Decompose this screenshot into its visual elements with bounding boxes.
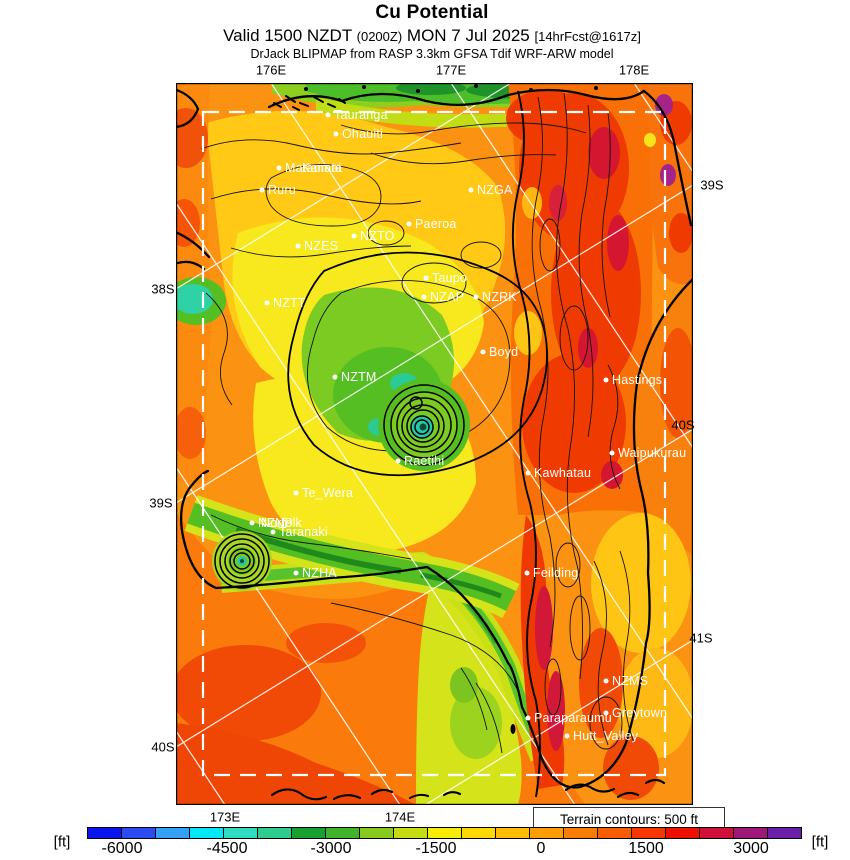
colorbar-segment-12 <box>495 828 529 838</box>
axis-label-41s: 41S <box>689 630 713 646</box>
valid-zulu: (0200Z) <box>356 29 403 44</box>
contour-lines-bold <box>287 90 548 798</box>
taranaki-bullseye <box>212 531 272 591</box>
colorbar-tick--4500: -4500 <box>206 840 248 857</box>
colorbar-unit-left: [ft] <box>53 833 71 851</box>
valid-fcst: [14hrFcst@1617z] <box>534 29 641 44</box>
colorbar-unit-right: [ft] <box>811 833 829 851</box>
colorbar-tick-3000: 3000 <box>733 840 769 857</box>
axis-label-173e: 173E <box>209 809 241 825</box>
colorbar-segment-16 <box>631 828 665 838</box>
domain-boundary <box>201 110 667 777</box>
colorbar-segment-13 <box>529 828 563 838</box>
colorbar-segment-2 <box>155 828 189 838</box>
colorbar-segment-0 <box>88 828 121 838</box>
valid-prefix: Valid 1500 NZDT <box>223 26 352 45</box>
colorbar-tick-1500: 1500 <box>628 840 664 857</box>
map-canvas: Tauranga Ohauiti Matamata Kaimai Ruru NZGA Pae… <box>176 83 693 805</box>
coastline <box>176 84 693 801</box>
colorbar-segment-15 <box>597 828 631 838</box>
colorbar-segment-19 <box>733 828 767 838</box>
valid-time-line: Valid 1500 NZDT (0200Z) MON 7 Jul 2025 [… <box>0 26 850 46</box>
axis-label-40s: 40S <box>151 739 175 755</box>
colorbar-segment-17 <box>665 828 699 838</box>
colorbar-tick--1500: -1500 <box>415 840 457 857</box>
colorbar-segment-7 <box>325 828 359 838</box>
terrain-map-graphic <box>176 83 693 805</box>
axis-label-174e: 174E <box>384 809 416 825</box>
map-border <box>176 83 693 805</box>
colorbar-segment-11 <box>461 828 495 838</box>
valid-date: MON 7 Jul 2025 <box>406 26 530 45</box>
axis-label-40s: 40S <box>671 417 695 433</box>
axis-label-178e: 178E <box>618 62 650 78</box>
contour-lines <box>200 92 635 754</box>
page-title: Cu Potential <box>375 2 489 23</box>
colorbar-segment-18 <box>699 828 733 838</box>
axis-label-39s: 39S <box>149 495 173 511</box>
model-info-line: DrJack BLIPMAP from RASP 3.3km GFSA Tdif… <box>250 47 614 61</box>
colorbar-segment-20 <box>767 828 801 838</box>
colorbar-segment-3 <box>189 828 223 838</box>
colorbar-scale <box>87 827 802 839</box>
colorbar-tick--6000: -6000 <box>101 840 143 857</box>
colorbar-tick--3000: -3000 <box>310 840 352 857</box>
colorbar-segment-10 <box>427 828 461 838</box>
terrain-color-field <box>176 83 693 805</box>
colorbar-segment-5 <box>257 828 291 838</box>
colorbar-segment-9 <box>393 828 427 838</box>
axis-label-176e: 176E <box>255 62 287 78</box>
colorbar-segment-14 <box>563 828 597 838</box>
colorbar-segment-8 <box>359 828 393 838</box>
header: Cu Potential Valid 1500 NZDT (0200Z) MON… <box>0 0 850 61</box>
axis-label-177e: 177E <box>435 62 467 78</box>
axis-label-38s: 38S <box>151 281 175 297</box>
colorbar-segment-6 <box>291 828 325 838</box>
graticule-lines <box>176 83 693 805</box>
colorbar-segment-1 <box>121 828 155 838</box>
axis-label-39s: 39S <box>700 177 724 193</box>
ruapehu-bullseye <box>378 379 470 471</box>
colorbar-segment-4 <box>223 828 257 838</box>
colorbar-tick-0: 0 <box>536 840 546 857</box>
